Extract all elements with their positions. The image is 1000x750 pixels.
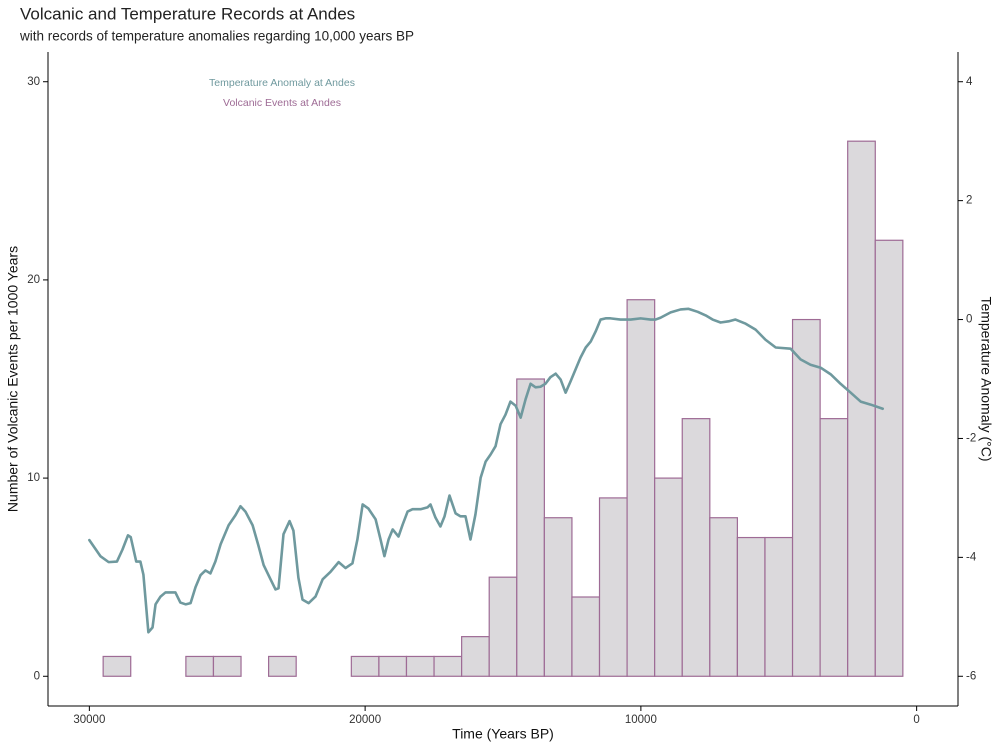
x-tick-label: 0: [913, 714, 919, 726]
y-tick-label: 0: [34, 670, 40, 682]
bar: [819, 418, 849, 677]
bar: [516, 378, 545, 677]
bar: [212, 655, 242, 677]
y2-tick-label: 4: [966, 76, 973, 88]
bar: [654, 477, 683, 677]
x-axis-label: Time (Years BP): [452, 726, 554, 742]
y2-tick-label: -6: [966, 670, 976, 682]
bar: [736, 536, 766, 677]
bar: [571, 596, 601, 677]
y2-tick-label: -2: [966, 432, 976, 444]
bar: [378, 655, 408, 677]
bar: [681, 418, 711, 677]
chart-title: Volcanic and Temperature Records at Ande…: [20, 4, 355, 23]
y-axis-label: Number of Volcanic Events per 1000 Years: [5, 246, 21, 512]
bar: [433, 655, 463, 677]
y-tick-label: 30: [27, 76, 40, 88]
y2-tick-label: 2: [966, 195, 972, 207]
bar: [268, 655, 297, 677]
x-tick-label: 30000: [73, 714, 105, 726]
bars: [102, 140, 904, 677]
axes: 30000 20000 10000 0 0 10 20 30 -6 -4 -2 0 2 4: [27, 52, 977, 726]
bar: [626, 299, 656, 677]
chart-subtitle: with records of temperature anomalies re…: [19, 29, 414, 44]
y2-axis-label: Temperature Anomaly (°C): [978, 296, 994, 461]
bar: [598, 497, 628, 677]
x-tick-label: 20000: [349, 714, 381, 726]
y-tick-label: 20: [27, 274, 40, 286]
y2-tick-label: -4: [966, 551, 977, 563]
bar: [791, 318, 821, 677]
bar: [405, 655, 435, 677]
bar: [709, 517, 738, 677]
bar: [102, 655, 132, 677]
legend-label: Temperature Anomaly at Andes: [209, 77, 355, 89]
temperature-line: [88, 307, 885, 634]
x-tick-label: 10000: [625, 714, 657, 726]
bar: [185, 655, 215, 677]
bar: [543, 517, 573, 677]
bar: [488, 576, 518, 677]
bar: [350, 655, 380, 677]
bar: [847, 140, 876, 677]
bar: [461, 636, 490, 677]
y2-tick-label: 0: [966, 314, 972, 326]
bar: [764, 536, 794, 677]
legend: Temperature Anomaly at Andes Volcanic Eve…: [209, 77, 355, 109]
lines: [88, 307, 885, 634]
legend-label: Volcanic Events at Andes: [223, 97, 341, 109]
bar: [874, 239, 904, 677]
y-tick-label: 10: [27, 472, 40, 484]
